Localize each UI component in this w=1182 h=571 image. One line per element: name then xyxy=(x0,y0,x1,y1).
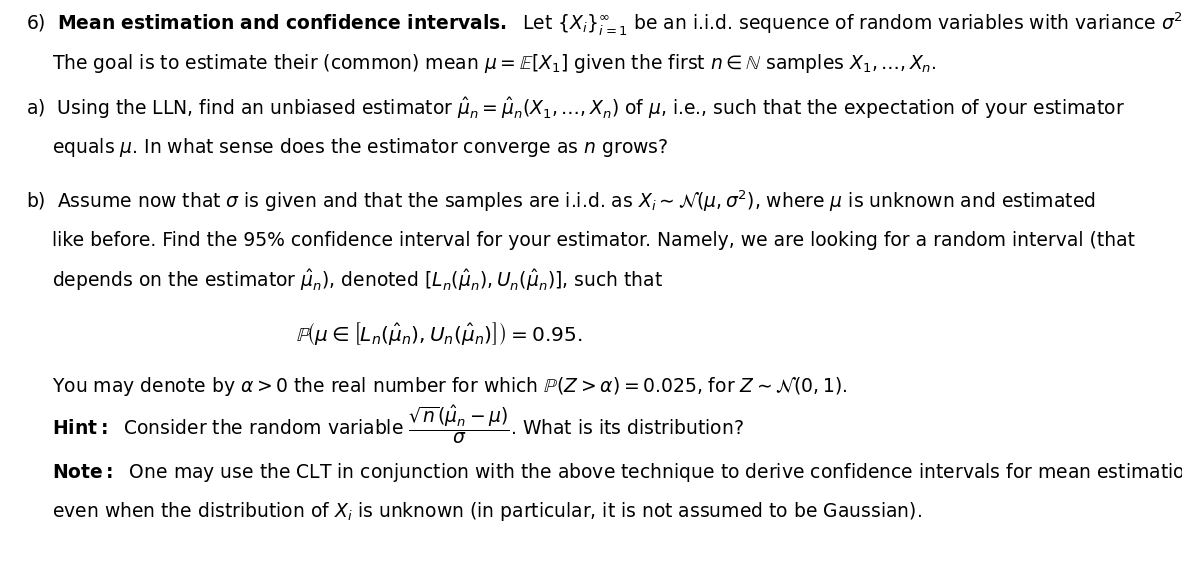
Text: even when the distribution of $X_i$ is unknown (in particular, it is not assumed: even when the distribution of $X_i$ is u… xyxy=(52,500,922,523)
Text: depends on the estimator $\hat{\mu}_n$), denoted $[L_n(\hat{\mu}_n), U_n(\hat{\m: depends on the estimator $\hat{\mu}_n$),… xyxy=(52,267,663,293)
Text: equals $\mu$. In what sense does the estimator converge as $n$ grows?: equals $\mu$. In what sense does the est… xyxy=(52,136,668,159)
Text: 6)  $\mathbf{Mean\ estimation\ and\ confidence\ intervals.}$  Let $\{X_i\}_{i=1}: 6) $\mathbf{Mean\ estimation\ and\ confi… xyxy=(26,10,1182,37)
Text: $\mathbf{Note:}$  One may use the CLT in conjunction with the above technique to: $\mathbf{Note:}$ One may use the CLT in … xyxy=(52,461,1182,484)
Text: You may denote by $\alpha > 0$ the real number for which $\mathbb{P}(Z > \alpha): You may denote by $\alpha > 0$ the real … xyxy=(52,375,847,399)
Text: a)  Using the LLN, find an unbiased estimator $\hat{\mu}_n = \hat{\mu}_n(X_1, \l: a) Using the LLN, find an unbiased estim… xyxy=(26,95,1125,121)
Text: $\mathbb{P}\!\left(\mu \in \left[L_n(\hat{\mu}_n), U_n(\hat{\mu}_n)\right]\right: $\mathbb{P}\!\left(\mu \in \left[L_n(\ha… xyxy=(296,320,582,347)
Text: like before. Find the 95% confidence interval for your estimator. Namely, we are: like before. Find the 95% confidence int… xyxy=(52,231,1135,250)
Text: $\mathbf{Hint:}$  Consider the random variable $\dfrac{\sqrt{n}(\hat{\mu}_n - \m: $\mathbf{Hint:}$ Consider the random var… xyxy=(52,404,743,447)
Text: b)  Assume now that $\sigma$ is given and that the samples are i.i.d. as $X_i \s: b) Assume now that $\sigma$ is given and… xyxy=(26,188,1096,214)
Text: The goal is to estimate their (common) mean $\mu = \mathbb{E}[X_1]$ given the fi: The goal is to estimate their (common) m… xyxy=(52,52,936,75)
